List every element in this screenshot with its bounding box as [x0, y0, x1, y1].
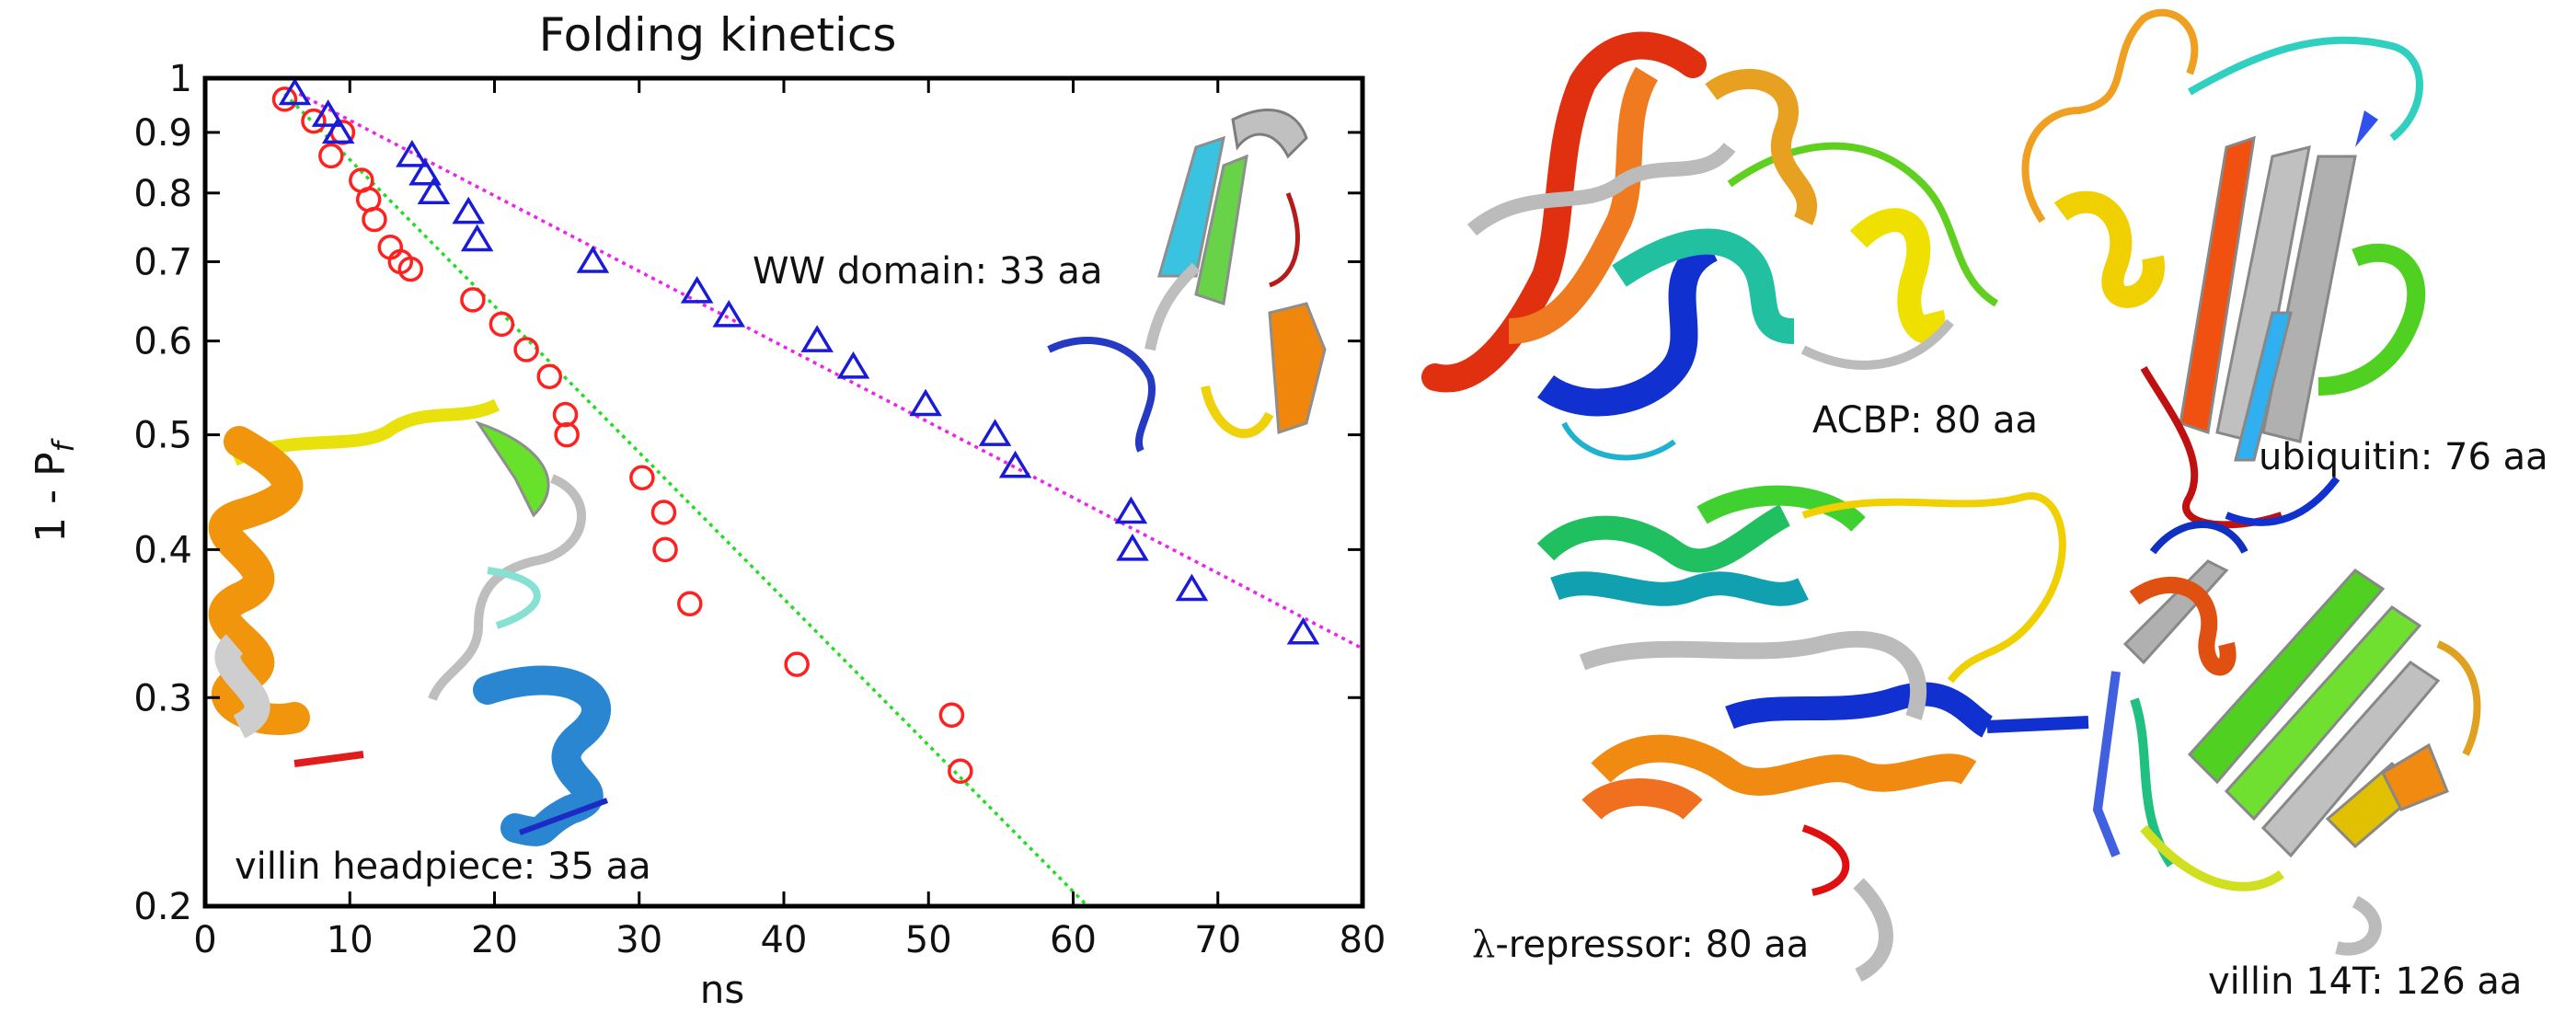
fit-line-1 — [298, 92, 1363, 650]
triangle-point — [1175, 573, 1209, 602]
circle-point — [489, 311, 515, 338]
lambda-repressor-text: -repressor: 80 aa — [1495, 924, 1809, 966]
circle-point — [650, 500, 677, 525]
circle-point — [318, 143, 344, 169]
circle-point — [536, 363, 563, 389]
y-tick-label: 0.4 — [133, 529, 192, 571]
x-tick-label: 20 — [471, 919, 518, 961]
x-axis-ticks: 0 10 20 30 40 50 60 70 80 — [193, 78, 1386, 961]
fit-line-0 — [283, 92, 1089, 908]
circle-point — [784, 651, 810, 677]
y-tick-label: 0.2 — [133, 886, 192, 928]
villin14t-structure — [2092, 521, 2481, 956]
x-tick-label: 0 — [193, 919, 216, 961]
x-tick-label: 50 — [905, 919, 952, 961]
y-tick-label: 0.5 — [133, 415, 192, 457]
acbp-label: ACBP: 80 aa — [1812, 399, 2038, 442]
triangle-point — [417, 177, 451, 205]
y-tick-label: 0.6 — [133, 321, 192, 363]
y-tick-label: 1 — [169, 58, 192, 100]
folding-kinetics-chart: Folding kinetics 0 10 20 30 40 50 6 — [28, 8, 1386, 1012]
circle-point — [554, 421, 580, 448]
circle-point — [677, 591, 703, 617]
triangle-point — [460, 224, 494, 252]
ubiquitin-structure — [2021, 8, 2426, 529]
circle-point — [629, 465, 655, 490]
triangle-point — [909, 388, 942, 417]
triangle-point — [452, 196, 485, 224]
lambda-repressor-structure — [1536, 485, 2089, 983]
y-axis-ticks: 0.2 0.3 0.4 0.5 0.6 0.7 0.8 0.9 1 — [133, 58, 1363, 928]
triangle-point — [311, 99, 345, 127]
circle-point — [513, 337, 539, 362]
triangle-point — [321, 116, 355, 144]
circle-point — [948, 758, 973, 785]
villin14t-label: villin 14T: 126 aa — [2208, 960, 2522, 1003]
x-axis-label: ns — [700, 967, 745, 1012]
ww-domain-structure — [1047, 109, 1327, 453]
ww-domain-label: WW domain: 33 aa — [753, 250, 1102, 293]
triangle-point — [712, 299, 746, 328]
circle-point — [397, 256, 424, 282]
y-tick-label: 0.9 — [133, 112, 192, 155]
circle-point — [938, 702, 965, 728]
circle-point — [552, 401, 579, 428]
y-axis-label: 1 - Pf — [28, 437, 81, 542]
acbp-structure — [1421, 31, 1999, 461]
triangle-point — [800, 325, 834, 352]
triangle-point — [1116, 533, 1149, 561]
lambda-symbol: λ — [1472, 924, 1495, 966]
triangle-point — [836, 351, 870, 379]
triangle-point — [680, 275, 714, 304]
y-tick-label: 0.7 — [133, 241, 192, 283]
triangle-point — [278, 77, 312, 106]
lambda-repressor-label: λ-repressor: 80 aa — [1472, 924, 1809, 966]
circle-point — [460, 287, 486, 313]
triangle-point — [998, 450, 1032, 478]
x-tick-label: 70 — [1194, 919, 1241, 961]
triangle-point — [408, 157, 442, 186]
villin-headpiece-label: villin headpiece: 35 aa — [235, 845, 651, 888]
triangle-point — [396, 139, 429, 167]
x-tick-label: 80 — [1340, 919, 1386, 961]
villin-headpiece-series — [271, 86, 973, 785]
triangle-point — [1286, 616, 1320, 645]
fit-lines — [283, 92, 1363, 908]
circle-point — [362, 206, 387, 233]
triangle-point — [978, 419, 1012, 446]
triangle-point — [576, 246, 610, 273]
x-tick-label: 10 — [327, 919, 374, 961]
ww-domain-series — [278, 77, 1320, 645]
y-tick-label: 0.3 — [133, 677, 192, 719]
villin-headpiece-structure — [208, 398, 611, 846]
x-tick-label: 60 — [1050, 919, 1097, 961]
x-tick-label: 30 — [615, 919, 662, 961]
circle-point — [652, 536, 678, 563]
y-tick-label: 0.8 — [133, 173, 192, 215]
chart-title: Folding kinetics — [539, 8, 897, 62]
x-tick-label: 40 — [761, 919, 808, 961]
ubiquitin-label: ubiquitin: 76 aa — [2259, 436, 2548, 478]
y-axis-label-main: 1 - P — [28, 452, 75, 542]
triangle-point — [1114, 496, 1148, 524]
circle-point — [301, 108, 327, 134]
y-axis-label-sub: f — [46, 437, 81, 452]
circle-point — [271, 86, 298, 112]
svg-text:1 - Pf: 1 - Pf — [28, 437, 81, 542]
